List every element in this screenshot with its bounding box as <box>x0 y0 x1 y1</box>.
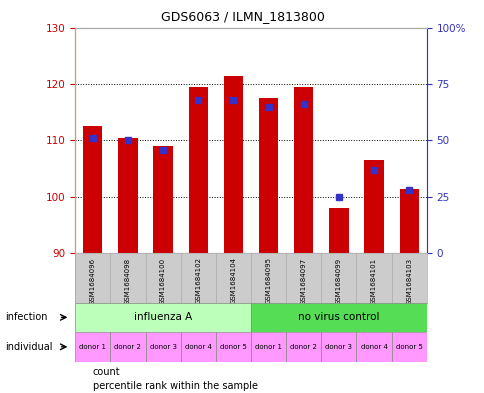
Bar <box>75 303 251 332</box>
Text: donor 3: donor 3 <box>149 344 176 350</box>
Text: donor 2: donor 2 <box>114 344 141 350</box>
Bar <box>145 332 180 362</box>
Text: donor 5: donor 5 <box>395 344 422 350</box>
Text: GSM1684096: GSM1684096 <box>90 257 95 305</box>
Bar <box>118 138 137 253</box>
Text: donor 1: donor 1 <box>255 344 282 350</box>
Bar <box>110 332 145 362</box>
Text: count: count <box>92 367 120 377</box>
Bar <box>293 87 313 253</box>
Bar <box>215 332 251 362</box>
Bar <box>391 332 426 362</box>
Bar <box>223 75 242 253</box>
Text: GSM1684098: GSM1684098 <box>125 257 131 305</box>
Bar <box>356 332 391 362</box>
Bar <box>320 332 356 362</box>
Bar <box>363 160 383 253</box>
Text: GDS6063 / ILMN_1813800: GDS6063 / ILMN_1813800 <box>160 10 324 23</box>
Bar <box>329 208 348 253</box>
Bar <box>399 189 418 253</box>
Bar <box>188 87 208 253</box>
Text: donor 4: donor 4 <box>360 344 387 350</box>
Bar <box>153 146 172 253</box>
Text: donor 5: donor 5 <box>220 344 246 350</box>
Text: donor 1: donor 1 <box>79 344 106 350</box>
Text: GSM1684102: GSM1684102 <box>195 257 201 305</box>
Bar <box>75 332 110 362</box>
Text: no virus control: no virus control <box>298 312 379 322</box>
Bar <box>180 332 215 362</box>
Text: donor 4: donor 4 <box>184 344 211 350</box>
Bar <box>251 332 286 362</box>
Bar <box>251 303 426 332</box>
Text: donor 3: donor 3 <box>325 344 352 350</box>
Text: GSM1684095: GSM1684095 <box>265 257 271 305</box>
Bar <box>83 127 102 253</box>
Text: GSM1684101: GSM1684101 <box>370 257 376 305</box>
Text: GSM1684103: GSM1684103 <box>406 257 411 305</box>
Text: GSM1684104: GSM1684104 <box>230 257 236 305</box>
Text: percentile rank within the sample: percentile rank within the sample <box>92 381 257 391</box>
Text: individual: individual <box>5 342 52 352</box>
Text: GSM1684097: GSM1684097 <box>300 257 306 305</box>
Bar <box>286 332 320 362</box>
Text: donor 2: donor 2 <box>290 344 317 350</box>
Text: influenza A: influenza A <box>134 312 192 322</box>
Text: GSM1684100: GSM1684100 <box>160 257 166 305</box>
Text: infection: infection <box>5 312 47 322</box>
Text: GSM1684099: GSM1684099 <box>335 257 341 305</box>
Bar <box>258 98 278 253</box>
